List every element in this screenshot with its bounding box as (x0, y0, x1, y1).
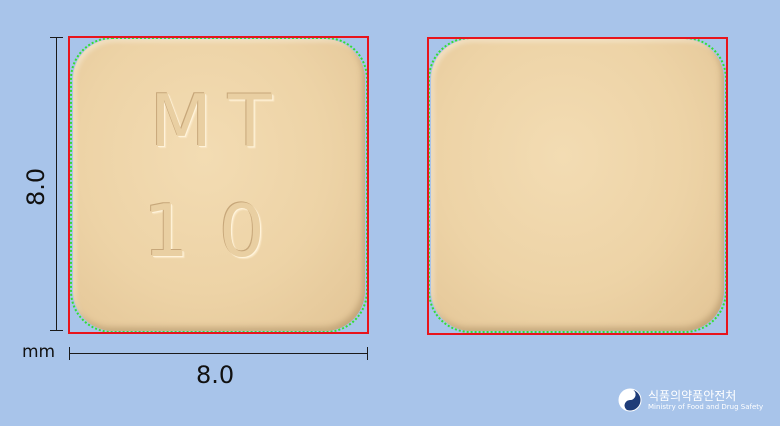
tablet-back-image (431, 39, 724, 331)
imprint-line-1: MT (149, 79, 289, 163)
bounding-box-back (427, 37, 728, 335)
logo-korean-text: 식품의약품안전처 (648, 389, 737, 403)
bounding-box-front (68, 36, 369, 334)
height-dimension-line (56, 37, 57, 331)
unit-label: mm (22, 342, 56, 362)
imprint-line-2: 10 (143, 189, 295, 273)
logo-english-text: Ministry of Food and Drug Safety (648, 403, 764, 411)
height-dimension-tick-bottom (50, 330, 63, 331)
height-dimension-label: 8.0 (22, 167, 50, 206)
mfds-logo-icon (618, 388, 642, 412)
width-dimension-label: 8.0 (196, 361, 235, 389)
width-dimension-tick-right (367, 347, 368, 360)
width-dimension-tick-left (69, 347, 70, 360)
tablet-front-image: MT 10 (73, 39, 365, 331)
height-dimension-tick-top (50, 37, 63, 38)
width-dimension-line (69, 353, 367, 354)
